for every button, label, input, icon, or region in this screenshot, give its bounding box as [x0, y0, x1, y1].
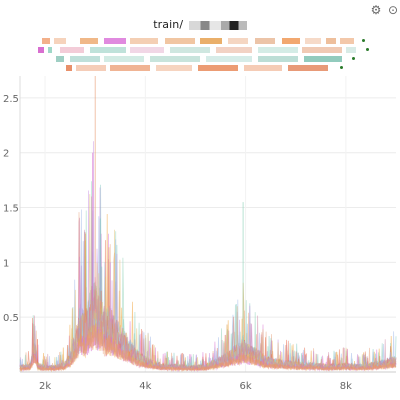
legend-row-3 [0, 55, 400, 63]
gear-icon[interactable]: ⚙ [370, 3, 382, 17]
y-tick-label: 1 [3, 258, 9, 269]
series-base-line [19, 325, 397, 373]
legend-row-4 [0, 64, 400, 72]
x-tick-label: 4k [139, 381, 151, 392]
series-line [19, 181, 397, 372]
legend-row-2 [0, 46, 400, 54]
y-tick-label: 0.5 [3, 313, 19, 324]
chart-title-text: train/ [153, 18, 184, 31]
series-line [19, 194, 397, 372]
y-tick-label: 1.5 [3, 204, 19, 215]
y-tick-label: 2 [3, 149, 9, 160]
chart-title: train/ [0, 18, 400, 31]
redacted-title-suffix [188, 20, 247, 30]
series-base-line [19, 323, 397, 373]
series-base-line [19, 323, 397, 373]
x-tick-label: 6k [240, 381, 252, 392]
y-tick-label: 2.5 [3, 94, 19, 105]
more-options-icon[interactable]: ⊙ [387, 3, 399, 17]
x-tick-label: 8k [340, 381, 352, 392]
panel-toolbar: ⚙ ⊙ [0, 0, 400, 22]
x-tick-label: 2k [39, 381, 51, 392]
legend-row-1 [0, 37, 400, 45]
